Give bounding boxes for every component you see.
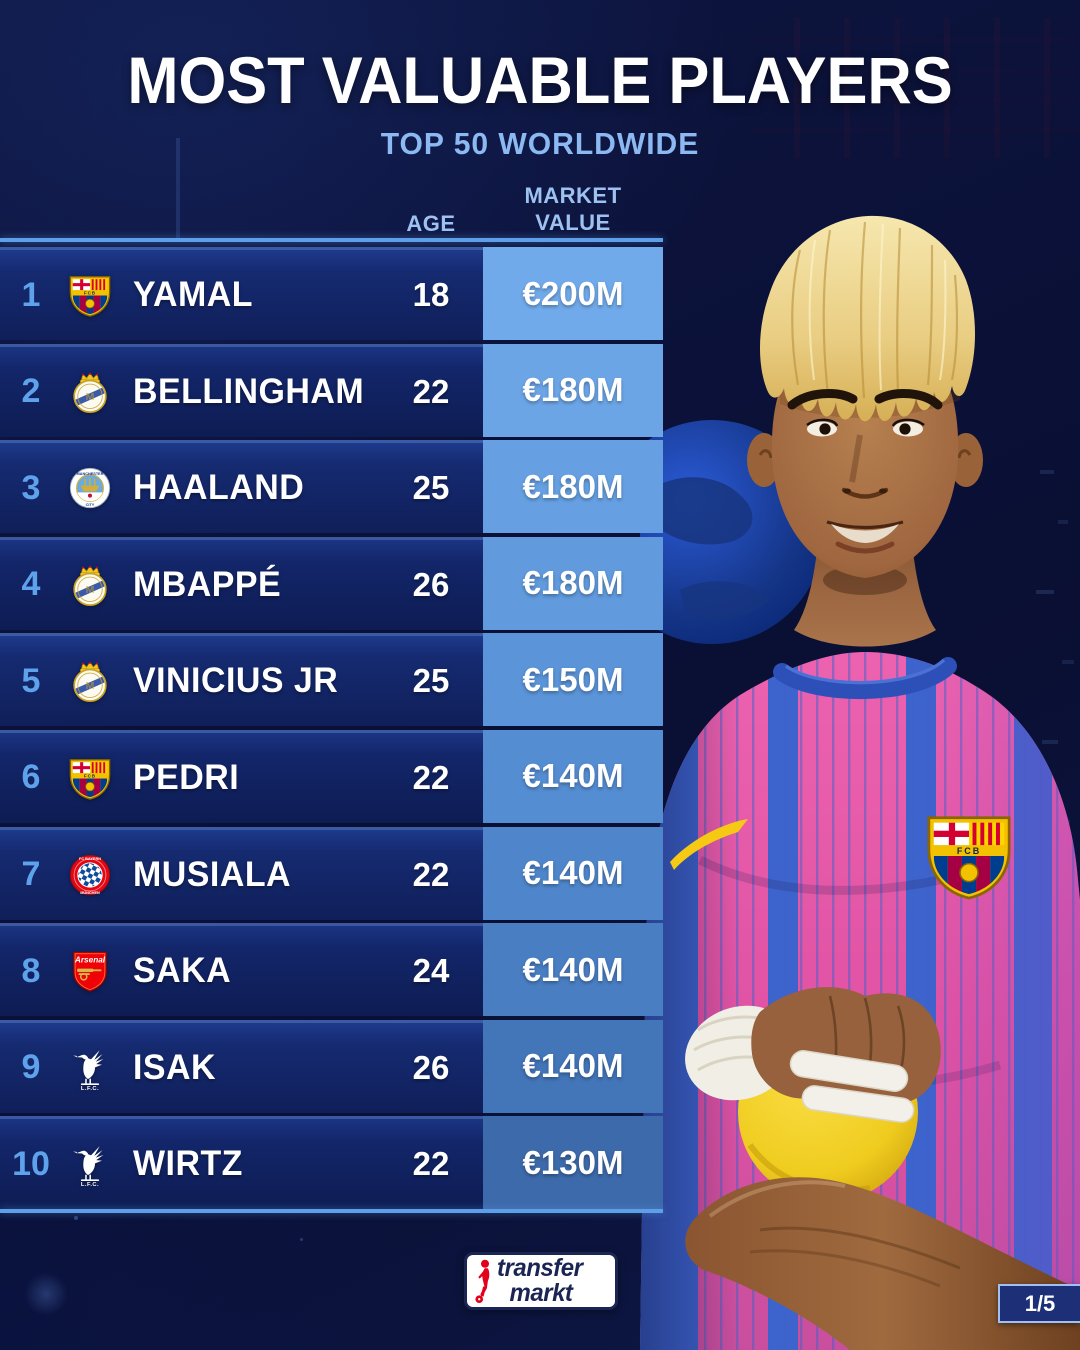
club-badge xyxy=(64,733,116,823)
fc-barcelona-badge-icon xyxy=(67,271,113,319)
player-name: WIRTZ xyxy=(133,1144,243,1184)
rank-label: 4 xyxy=(21,565,41,604)
brand-name-line2: markt xyxy=(509,1279,573,1307)
player-name: BELLINGHAM xyxy=(133,371,365,411)
club-badge xyxy=(64,1023,116,1113)
table-row: 4 MBAPPÉ 26 €180M xyxy=(0,536,663,630)
background-dot xyxy=(74,1216,78,1220)
rank-label: 3 xyxy=(21,468,41,507)
page-indicator-badge: 1/5 xyxy=(998,1284,1080,1323)
rank-label: 10 xyxy=(12,1144,50,1183)
player-face-features xyxy=(787,389,943,554)
rank-label: 8 xyxy=(21,951,41,990)
rank-label: 9 xyxy=(21,1048,41,1087)
player-name: ISAK xyxy=(133,1047,217,1087)
player-hand xyxy=(751,987,941,1123)
background-dot xyxy=(300,1238,303,1241)
player-age: 26 xyxy=(412,565,450,603)
page-subtitle: TOP 50 WORLDWIDE xyxy=(380,126,700,161)
market-value: €150M xyxy=(483,633,663,727)
player-age: 24 xyxy=(412,952,450,990)
rank-label: 2 xyxy=(21,372,41,411)
jersey-collar xyxy=(773,657,957,699)
player-age: 22 xyxy=(412,758,450,796)
player-name: MUSIALA xyxy=(133,854,292,894)
club-badge xyxy=(64,347,116,437)
table-row: 2 BELLINGHAM 22 €180M xyxy=(0,343,663,437)
club-badge xyxy=(64,540,116,630)
player-hair xyxy=(760,215,975,422)
bayern-munich-badge-icon xyxy=(67,851,113,899)
transfermarkt-logo: transfer markt xyxy=(464,1252,618,1310)
club-badge xyxy=(64,1119,116,1209)
market-value: €180M xyxy=(483,343,663,437)
player-age: 22 xyxy=(412,372,450,410)
player-age: 25 xyxy=(412,469,450,507)
real-madrid-badge-icon xyxy=(67,368,113,416)
player-age: 25 xyxy=(412,662,450,700)
table-row: 6 PEDRI 22 €140M xyxy=(0,729,663,823)
background-glow-dot xyxy=(24,1272,68,1316)
table-bottom-border xyxy=(0,1209,663,1213)
player-age: 26 xyxy=(412,1048,450,1086)
real-madrid-badge-icon xyxy=(67,561,113,609)
page-title: MOST VALUABLE PLAYERS xyxy=(127,43,953,117)
market-value-header-line1: MARKET xyxy=(524,183,622,208)
club-badge xyxy=(64,250,116,340)
market-value: €140M xyxy=(483,923,663,1017)
player-name: PEDRI xyxy=(133,757,240,797)
club-badge xyxy=(64,443,116,533)
table-row: 1 YAMAL 18 €200M xyxy=(0,247,663,340)
market-value-header-line2: VALUE xyxy=(535,210,611,235)
player-name: MBAPPÉ xyxy=(133,564,282,604)
arsenal-badge-icon xyxy=(67,947,113,995)
player-name: VINICIUS JR xyxy=(133,661,339,701)
manchester-city-badge-icon xyxy=(67,464,113,512)
liverpool-badge-icon xyxy=(67,1044,113,1092)
table-row: 5 VINICIUS JR 25 €150M xyxy=(0,633,663,727)
player-age: 18 xyxy=(412,276,450,313)
market-value: €140M xyxy=(483,1019,663,1113)
market-value: €140M xyxy=(483,826,663,920)
rank-label: 6 xyxy=(21,758,41,797)
background-light-beam xyxy=(176,138,180,242)
player-name: YAMAL xyxy=(133,275,254,314)
nike-swoosh-icon xyxy=(670,819,748,870)
background-glitch-texture xyxy=(750,18,1080,158)
fc-barcelona-badge-icon xyxy=(67,754,113,802)
players-table: 1 YAMAL 18 €200M 2 BELLINGHAM 22 €180M 3… xyxy=(0,247,663,1213)
table-row: 10 WIRTZ 22 €130M xyxy=(0,1116,663,1210)
liverpool-badge-icon xyxy=(67,1140,113,1188)
market-value: €200M xyxy=(483,247,663,340)
brand-name: transfer markt xyxy=(497,1256,583,1306)
market-value: €140M xyxy=(483,729,663,823)
rank-label: 5 xyxy=(21,661,41,700)
rank-label: 1 xyxy=(21,275,41,314)
rank-label: 7 xyxy=(21,855,41,894)
transfermarkt-kicker-icon xyxy=(475,1259,490,1304)
player-age: 22 xyxy=(412,855,450,893)
player-forearm xyxy=(685,1177,1080,1350)
player-age: 22 xyxy=(412,1145,450,1183)
market-value: €180M xyxy=(483,536,663,630)
player-head xyxy=(747,215,983,578)
real-madrid-badge-icon xyxy=(67,657,113,705)
table-row: 3 HAALAND 25 €180M xyxy=(0,440,663,534)
player-name: HAALAND xyxy=(133,468,305,508)
table-row: 8 SAKA 24 €140M xyxy=(0,923,663,1017)
player-name: SAKA xyxy=(133,951,232,991)
club-badge xyxy=(64,636,116,726)
table-top-border xyxy=(0,238,663,242)
market-value-column-header: MARKET VALUE xyxy=(483,182,663,236)
age-column-header: AGE xyxy=(406,211,456,236)
table-row: 7 MUSIALA 22 €140M xyxy=(0,826,663,920)
player-photo-lamine-yamal xyxy=(640,215,1080,1350)
table-row: 9 ISAK 26 €140M xyxy=(0,1019,663,1113)
club-badge xyxy=(64,830,116,920)
brand-name-line1: transfer xyxy=(497,1254,583,1282)
club-badge xyxy=(64,926,116,1016)
market-value: €130M xyxy=(483,1116,663,1210)
market-value: €180M xyxy=(483,440,663,534)
